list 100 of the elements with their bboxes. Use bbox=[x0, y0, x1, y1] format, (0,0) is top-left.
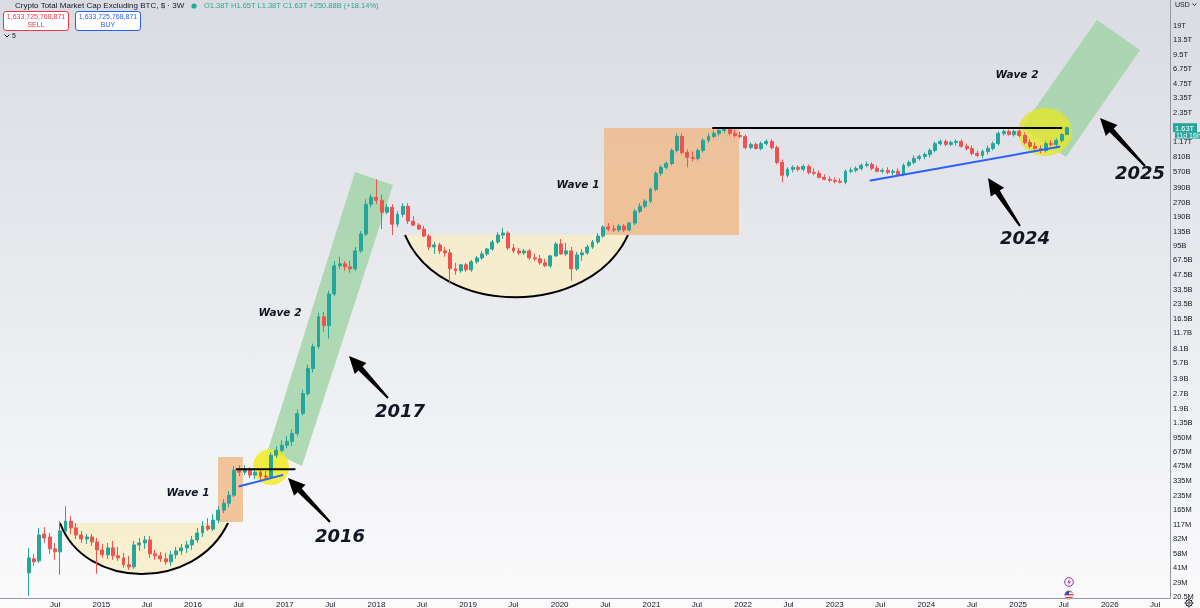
candlestick bbox=[164, 552, 168, 566]
candlestick bbox=[380, 193, 384, 230]
x-tick-label: Jul bbox=[783, 599, 794, 608]
candlestick bbox=[569, 246, 573, 282]
x-tick-label: 2015 bbox=[92, 599, 111, 608]
annotation: 2017 bbox=[374, 399, 426, 421]
candlestick bbox=[390, 203, 394, 236]
candlestick bbox=[944, 138, 948, 147]
candlestick bbox=[37, 527, 41, 564]
candlestick bbox=[517, 247, 521, 256]
x-tick-label: 2019 bbox=[459, 599, 478, 608]
candlestick bbox=[253, 467, 257, 480]
x-tick-label: Jul bbox=[875, 599, 886, 608]
candlestick bbox=[1007, 129, 1011, 137]
candlestick bbox=[522, 248, 526, 256]
candlestick bbox=[464, 262, 468, 273]
candlestick bbox=[691, 150, 695, 162]
candlestick bbox=[591, 239, 594, 250]
candlestick bbox=[902, 162, 905, 177]
x-tick-label: 2017 bbox=[275, 599, 295, 608]
candlestick bbox=[865, 160, 869, 168]
candlestick bbox=[32, 553, 36, 567]
candlestick bbox=[353, 246, 357, 272]
x-tick-label: Jul bbox=[233, 599, 244, 608]
candlestick bbox=[506, 230, 510, 251]
candlestick bbox=[206, 517, 210, 532]
candlestick bbox=[106, 542, 110, 560]
x-tick-label: 2025 bbox=[1009, 599, 1028, 608]
candlestick bbox=[612, 224, 616, 233]
x-tick-label: Jul bbox=[691, 599, 703, 608]
candlestick bbox=[1012, 129, 1016, 137]
candlestick bbox=[617, 223, 621, 233]
x-tick-label: Jul bbox=[416, 599, 428, 608]
candlestick bbox=[796, 164, 800, 172]
candlestick bbox=[554, 241, 558, 258]
candlestick bbox=[1054, 137, 1058, 147]
candlestick bbox=[627, 221, 631, 232]
x-tick-label: 2020 bbox=[550, 599, 570, 608]
candlestick bbox=[338, 256, 342, 270]
candlestick bbox=[396, 210, 399, 228]
candlestick bbox=[454, 262, 457, 276]
candlestick bbox=[749, 142, 753, 150]
candlestick bbox=[844, 168, 847, 185]
candlestick bbox=[786, 166, 789, 178]
candlestick bbox=[85, 533, 89, 545]
candlestick bbox=[27, 547, 31, 597]
candlestick bbox=[432, 241, 436, 255]
candlestick bbox=[959, 138, 963, 149]
candlestick bbox=[459, 263, 463, 274]
annotation: 2016 bbox=[314, 524, 366, 546]
candlestick bbox=[122, 552, 125, 569]
x-tick-label: 2023 bbox=[825, 599, 845, 608]
candlestick bbox=[707, 132, 710, 144]
x-tick-label: Jul bbox=[508, 599, 519, 608]
annotation: 2025 bbox=[1114, 161, 1166, 183]
candlestick bbox=[401, 202, 405, 218]
candlestick bbox=[1002, 129, 1006, 137]
candlestick bbox=[322, 311, 326, 333]
candlestick bbox=[264, 470, 268, 481]
candlestick bbox=[237, 464, 241, 477]
annotation: Wave 2 bbox=[258, 306, 302, 318]
x-tick-label: Jul bbox=[50, 599, 61, 608]
x-tick-label: 2026 bbox=[1100, 599, 1120, 608]
candlestick bbox=[801, 163, 805, 172]
x-tick-label: Jul bbox=[325, 599, 336, 608]
candlestick bbox=[880, 167, 884, 174]
annotation: Wave 1 bbox=[556, 178, 600, 190]
candlestick bbox=[317, 312, 320, 350]
x-tick-label: 2018 bbox=[367, 599, 386, 608]
candlestick bbox=[259, 469, 262, 483]
candlestick bbox=[606, 222, 610, 232]
candlestick bbox=[1049, 139, 1053, 147]
candlestick bbox=[64, 505, 67, 534]
chart-title: Crypto Total Market Cap Excluding BTC, $ · 3W bbox=[15, 1, 185, 11]
annotation: Wave 1 bbox=[166, 486, 210, 498]
candlestick bbox=[1017, 129, 1021, 138]
candlestick bbox=[891, 168, 895, 176]
candlestick bbox=[559, 238, 563, 256]
x-tick-label: Jul bbox=[1150, 599, 1161, 608]
x-tick-label: Jul bbox=[966, 599, 978, 608]
candlestick bbox=[981, 148, 984, 159]
annotation: 2024 bbox=[999, 226, 1051, 248]
candlestick bbox=[201, 520, 204, 538]
candlestick bbox=[791, 164, 795, 173]
x-tick-label: 2021 bbox=[642, 599, 661, 608]
x-tick-label: Jul bbox=[141, 599, 153, 608]
candlestick bbox=[385, 203, 389, 215]
candlestick bbox=[469, 259, 473, 273]
candlestick bbox=[374, 178, 378, 205]
candlestick bbox=[886, 166, 890, 175]
x-tick-label: Jul bbox=[1058, 599, 1069, 608]
candlestick bbox=[512, 243, 515, 254]
x-tick-label: 2024 bbox=[917, 599, 936, 608]
candlestick bbox=[58, 520, 62, 576]
annotation: Wave 2 bbox=[995, 68, 1039, 80]
candlestick bbox=[548, 254, 552, 269]
candlestick bbox=[896, 167, 900, 176]
x-tick-label: Jul bbox=[600, 599, 611, 608]
x-tick-label: 2016 bbox=[184, 599, 203, 608]
candlestick bbox=[649, 186, 652, 204]
